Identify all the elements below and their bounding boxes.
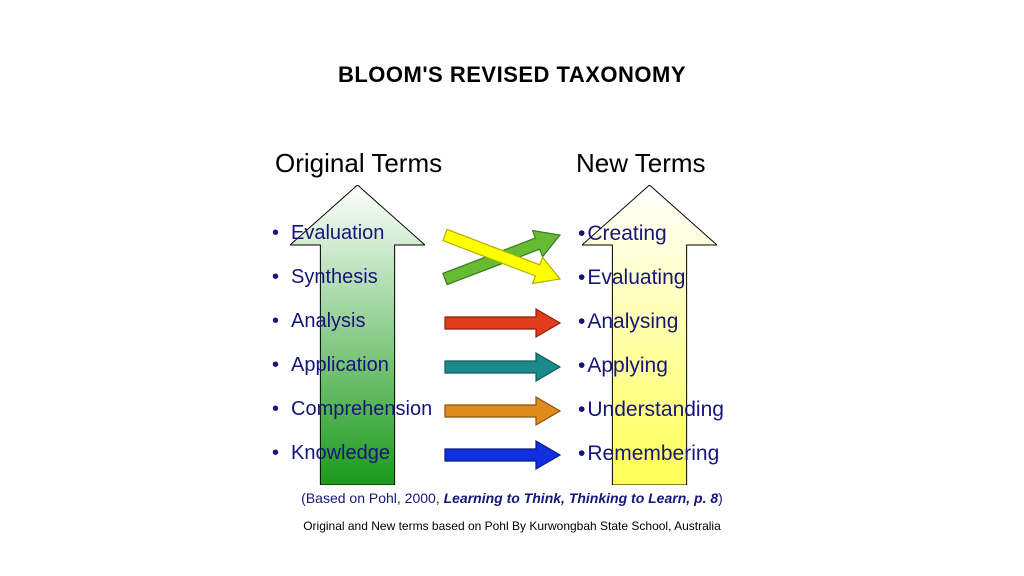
- term-item: Understanding: [578, 398, 724, 422]
- term-item: Analysing: [578, 310, 678, 334]
- term-item: Evaluation: [272, 222, 384, 245]
- term-item: Application: [272, 354, 389, 377]
- term-item: Evaluating: [578, 266, 685, 290]
- term-item: Knowledge: [272, 442, 390, 465]
- term-item: Comprehension: [272, 398, 432, 421]
- term-item: Applying: [578, 354, 668, 378]
- term-item: Analysis: [272, 310, 366, 333]
- mapping-arrows: [0, 0, 1024, 576]
- term-item: Synthesis: [272, 266, 378, 289]
- term-item: Remembering: [578, 442, 719, 466]
- term-item: Creating: [578, 222, 667, 246]
